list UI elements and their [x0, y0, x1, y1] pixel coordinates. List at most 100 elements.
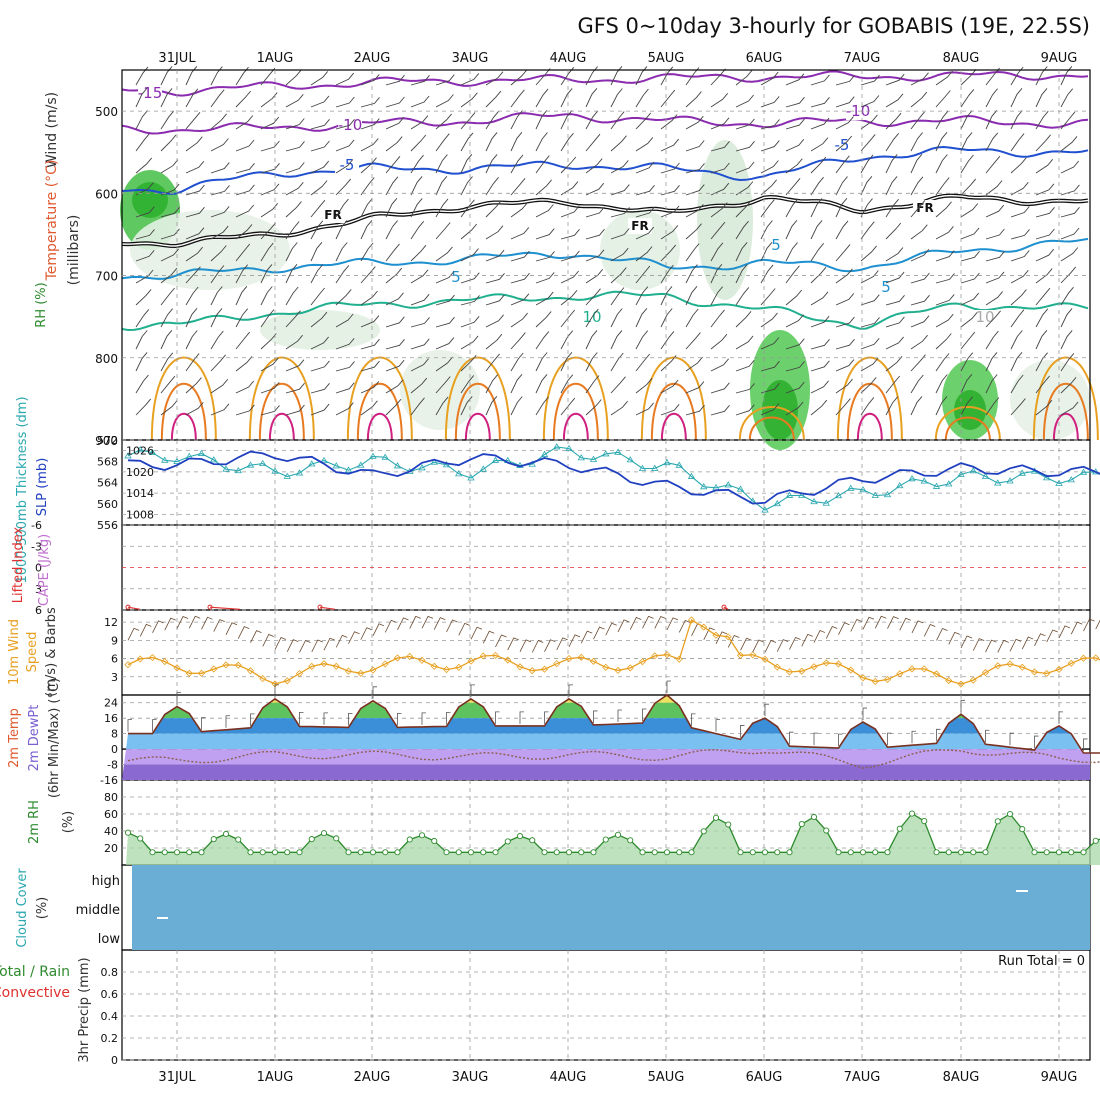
wind-barb — [1060, 207, 1080, 218]
wind-barb — [135, 269, 154, 284]
rh-point — [357, 849, 364, 856]
wind-barb — [360, 220, 373, 240]
wind-barb — [860, 198, 873, 218]
wind-speed-point — [406, 652, 414, 661]
wind-barb — [1010, 289, 1027, 306]
wind-barb — [185, 246, 203, 262]
wind-barb — [810, 117, 830, 130]
wind-barb — [185, 88, 199, 108]
wind-barb — [935, 90, 951, 108]
wind-barb-10m — [237, 626, 250, 639]
wind-barb-10m — [262, 633, 274, 647]
wind-barb — [560, 205, 580, 218]
rh-point — [516, 833, 524, 840]
rh-point — [1092, 837, 1099, 844]
wind-barb — [310, 242, 323, 262]
wind-barb — [860, 154, 874, 174]
wind-barb — [835, 316, 855, 328]
wind-barb — [585, 399, 602, 416]
wind-label-10m: 10m Wind — [7, 619, 22, 685]
wind-barb — [785, 73, 805, 86]
contour-label: 5 — [881, 278, 891, 296]
wind-barb — [410, 317, 430, 328]
contour-label: -5 — [835, 136, 850, 154]
wind-barb — [985, 180, 1003, 196]
wind-barb — [860, 176, 873, 196]
rh-point — [198, 849, 205, 856]
upper-label-rh: RH (%) — [34, 282, 49, 327]
wind-barb — [235, 224, 253, 240]
wind-barb — [210, 245, 227, 262]
wind-speed-point — [173, 664, 181, 672]
temp-minmax-tick — [544, 711, 549, 724]
wind-barb — [885, 271, 905, 284]
wind-barb — [660, 331, 675, 350]
temp-band — [122, 733, 1090, 750]
rh-point — [271, 849, 279, 856]
rh-point — [835, 849, 842, 856]
wind-barb — [335, 220, 348, 240]
wind-speed-point — [700, 623, 708, 631]
wind-barb — [435, 294, 455, 306]
wind-barb — [760, 179, 777, 196]
temp-minmax-tick — [176, 692, 181, 705]
wind-barb — [1035, 159, 1054, 174]
wind-barb — [235, 356, 253, 372]
temp-minmax-tick — [862, 707, 867, 721]
wind-barb — [1035, 399, 1053, 416]
wind-barb — [985, 204, 1005, 218]
wind-barb-10m — [446, 619, 458, 633]
wind-barb — [835, 244, 851, 262]
wind-barb — [860, 134, 876, 152]
wind-barb — [260, 309, 275, 328]
wind-barb — [860, 294, 880, 306]
wind-barb — [985, 397, 1000, 416]
contour-warm-loop — [1032, 356, 1099, 441]
wind-barb — [885, 198, 899, 218]
contour-warm-loop — [160, 382, 207, 441]
wind-barb — [960, 312, 978, 328]
temp-minmax-tick — [985, 729, 990, 743]
wind-barb — [560, 309, 576, 328]
thickness-point — [700, 483, 708, 490]
date-label-bottom: 1AUG — [257, 1070, 294, 1085]
date-label-top: 7AUG — [844, 51, 881, 66]
wind-speed-point — [332, 662, 340, 670]
wind-barb — [285, 118, 305, 130]
rh-point — [455, 849, 462, 856]
rh-point — [651, 849, 658, 856]
wind-barb — [685, 140, 705, 152]
wind-barb — [810, 156, 827, 174]
wind-barb — [860, 74, 880, 86]
wind-barb — [285, 382, 305, 394]
precip-tick: 0.8 — [101, 966, 119, 979]
thickness-point — [369, 452, 377, 459]
wind-barb — [310, 336, 329, 350]
rh-point — [921, 818, 928, 825]
wind-tick: 12 — [104, 616, 118, 629]
wind-barb — [435, 271, 455, 284]
wind-barb — [135, 157, 153, 174]
wind-barb — [910, 111, 925, 130]
contour-warm-loop — [454, 382, 501, 441]
rh-point — [345, 849, 352, 856]
wind-barb — [335, 382, 355, 394]
rh-point — [124, 829, 132, 836]
temp-minmax-tick — [495, 711, 500, 724]
wind-barb — [360, 360, 380, 372]
rh-point — [333, 835, 340, 842]
wind-barb — [410, 198, 423, 218]
date-label-bottom: 5AUG — [648, 1070, 685, 1085]
contour-label-bg — [764, 238, 788, 254]
wind-barb — [335, 289, 352, 306]
wind-barb — [360, 338, 380, 350]
wind-barb — [610, 267, 627, 284]
wind-barb — [885, 396, 899, 416]
wind-barb — [235, 184, 255, 196]
wind-barb — [710, 68, 726, 86]
wind-barb — [710, 358, 729, 372]
wind-barb — [785, 158, 803, 174]
contour-warm-loop — [258, 382, 305, 441]
temp-minmax-tick — [691, 713, 696, 726]
wind-barb — [635, 226, 655, 240]
